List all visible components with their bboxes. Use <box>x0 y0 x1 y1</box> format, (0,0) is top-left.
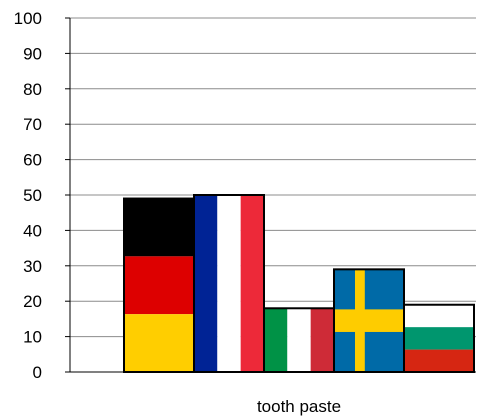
y-tick-label: 60 <box>23 151 42 170</box>
bar-band <box>404 349 474 372</box>
bar-band <box>124 256 194 315</box>
y-tick-label: 50 <box>23 186 42 205</box>
y-tick-label: 30 <box>23 257 42 276</box>
y-tick-label: 40 <box>23 221 42 240</box>
category-label: tooth paste <box>257 397 341 416</box>
y-tick-label: 90 <box>23 44 42 63</box>
y-tick-label: 100 <box>14 9 42 28</box>
bar-italy <box>263 307 335 373</box>
y-tick-label: 20 <box>23 292 42 311</box>
bar-germany <box>123 197 195 373</box>
y-tick-label: 0 <box>33 363 42 382</box>
bar-sweden <box>333 268 405 373</box>
bar-band <box>310 308 334 372</box>
y-axis-ticks: 0 10 20 30 40 50 60 70 80 90 100 <box>14 9 70 382</box>
bars <box>123 194 475 373</box>
y-tick-label: 80 <box>23 80 42 99</box>
bar-band <box>217 195 241 372</box>
bar-band <box>264 308 288 372</box>
bar-band <box>404 304 474 328</box>
y-tick-label: 70 <box>23 115 42 134</box>
bar-band <box>287 308 311 372</box>
bar-band <box>334 309 404 332</box>
bar-band <box>124 314 194 372</box>
bar-band <box>194 195 218 372</box>
y-tick-label: 10 <box>23 328 42 347</box>
bar-bulgaria <box>403 303 475 373</box>
bar-france <box>193 194 265 373</box>
bar-band <box>240 195 264 372</box>
bar-band <box>404 327 474 350</box>
bar-band <box>124 198 194 257</box>
